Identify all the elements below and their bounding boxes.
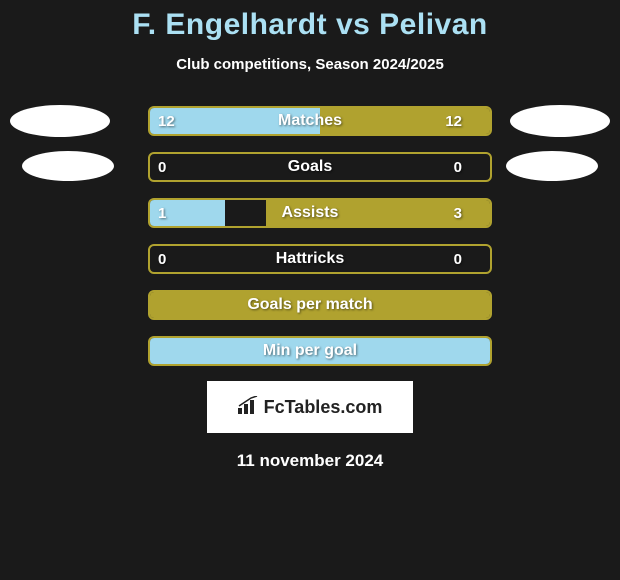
stat-bar-right (320, 108, 490, 134)
player2-name: Pelivan (379, 8, 488, 41)
logo-label: FcTables.com (264, 397, 383, 418)
stat-label: Hattricks (276, 250, 344, 268)
stat-label: Matches (278, 112, 342, 130)
stat-row: Min per goal (10, 335, 610, 367)
stat-row: 0 0 Hattricks (10, 243, 610, 275)
stat-row: 1 3 Assists (10, 197, 610, 229)
stat-value-left: 1 (158, 205, 166, 222)
player1-name: F. Engelhardt (132, 8, 327, 41)
stat-label: Min per goal (263, 342, 357, 360)
stat-label: Assists (282, 204, 339, 222)
fctables-logo: FcTables.com (207, 381, 413, 433)
stat-row: 0 0 Goals (10, 151, 610, 183)
stat-value-right: 3 (454, 205, 462, 222)
comparison-card: F. Engelhardt vs Pelivan Club competitio… (0, 0, 620, 471)
stat-value-left: 0 (158, 251, 166, 268)
stat-value-right: 0 (454, 159, 462, 176)
subtitle: Club competitions, Season 2024/2025 (0, 56, 620, 73)
stat-row: 12 12 Matches (10, 105, 610, 137)
stat-label: Goals per match (247, 296, 372, 314)
logo-text: FcTables.com (238, 396, 383, 419)
stat-value-right: 0 (454, 251, 462, 268)
date-text: 11 november 2024 (0, 451, 620, 471)
page-title: F. Engelhardt vs Pelivan (0, 8, 620, 42)
stat-value-right: 12 (445, 113, 462, 130)
stats-area: 12 12 Matches 0 0 Goals 1 3 Assists 0 0 Hattricks Go… (0, 105, 620, 367)
stat-row: Goals per match (10, 289, 610, 321)
stat-value-left: 12 (158, 113, 175, 130)
stat-value-left: 0 (158, 159, 166, 176)
vs-text: vs (336, 8, 370, 41)
stat-label: Goals (288, 158, 332, 176)
chart-icon (238, 396, 260, 419)
